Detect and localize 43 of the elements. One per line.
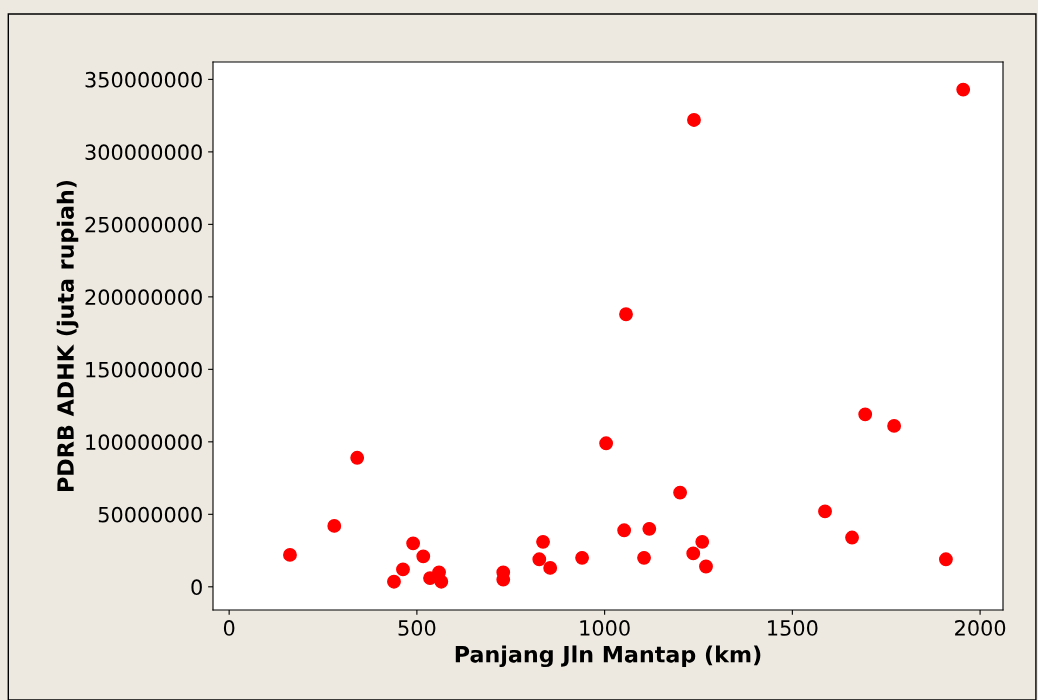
point — [617, 523, 632, 538]
y-tick-label: 50000000 — [98, 506, 202, 523]
x-tick-label: 500 — [398, 620, 436, 636]
point — [939, 552, 953, 567]
point — [619, 307, 633, 322]
x-tick-label: 1000 — [580, 620, 630, 636]
point — [396, 562, 410, 577]
point — [845, 530, 859, 545]
x-tick-label: 1500 — [768, 620, 818, 636]
point — [387, 574, 401, 589]
point — [599, 436, 614, 451]
y-tick-label: 300000000 — [85, 144, 202, 161]
point — [686, 546, 701, 561]
x-tick-label: 0 — [223, 620, 235, 636]
point — [673, 485, 687, 500]
point — [687, 113, 701, 127]
point — [283, 548, 297, 562]
point — [699, 559, 713, 574]
point — [575, 550, 589, 565]
point — [695, 534, 710, 549]
y-tick-label: 0 — [191, 579, 202, 596]
point — [858, 407, 873, 422]
y-tick-label: 350000000 — [85, 71, 202, 88]
point — [416, 549, 431, 564]
point — [543, 561, 558, 575]
y-tick-label: 250000000 — [85, 216, 202, 233]
x-tick-label: 2000 — [955, 620, 1006, 636]
point — [956, 82, 971, 97]
point — [818, 504, 832, 519]
y-tick-label: 100000000 — [86, 434, 202, 451]
point — [887, 418, 902, 433]
point — [327, 519, 342, 533]
point — [532, 552, 547, 567]
point — [434, 574, 449, 589]
x-axis-title: Panjang Jln Mantap (km) — [455, 645, 761, 668]
point — [642, 521, 657, 536]
y-tick-label: 150000000 — [86, 361, 202, 378]
point — [637, 550, 651, 565]
y-tick-label: 200000000 — [85, 289, 202, 306]
point — [406, 536, 421, 551]
point — [350, 450, 365, 465]
y-axis-title: PDRB ADHK (juta rupiah) — [56, 180, 79, 491]
point — [536, 534, 550, 549]
